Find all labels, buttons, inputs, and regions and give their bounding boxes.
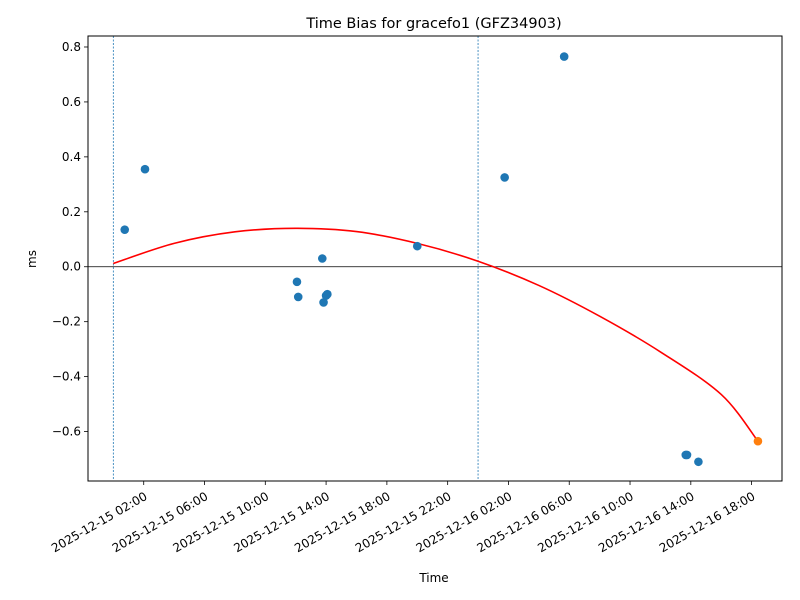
latest-data-point — [753, 436, 763, 446]
y-tick-label: −0.2 — [52, 315, 81, 329]
axes-frame — [87, 35, 783, 482]
data-point — [559, 52, 569, 61]
data-point — [317, 254, 327, 263]
data-point — [140, 164, 150, 174]
y-tick-label: −0.4 — [52, 370, 81, 384]
plot-area — [88, 36, 782, 481]
data-point — [682, 450, 692, 460]
y-tick-label: 0.2 — [62, 205, 81, 219]
y-tick-label: 0.6 — [62, 95, 81, 109]
data-point — [293, 292, 303, 302]
y-tick-label: −0.6 — [52, 425, 81, 439]
data-point — [319, 298, 328, 307]
y-axis: −0.6 −0.4 −0.2 0.0 0.2 0.4 0.6 0.8 — [52, 40, 88, 439]
y-tick-label: 0.8 — [62, 40, 81, 54]
data-point — [500, 173, 509, 182]
y-axis-label: ms — [25, 250, 39, 268]
data-point — [412, 241, 422, 251]
fit-curve — [113, 227, 759, 442]
x-axis-label: Time — [418, 571, 448, 585]
data-point — [323, 289, 332, 299]
data-point — [292, 277, 302, 287]
y-tick-label: 0.0 — [62, 260, 81, 274]
data-point — [120, 225, 130, 234]
y-tick-label: 0.4 — [62, 150, 81, 164]
chart-title: Time Bias for gracefo1 (GFZ34903) — [305, 16, 561, 32]
data-point — [694, 457, 703, 467]
